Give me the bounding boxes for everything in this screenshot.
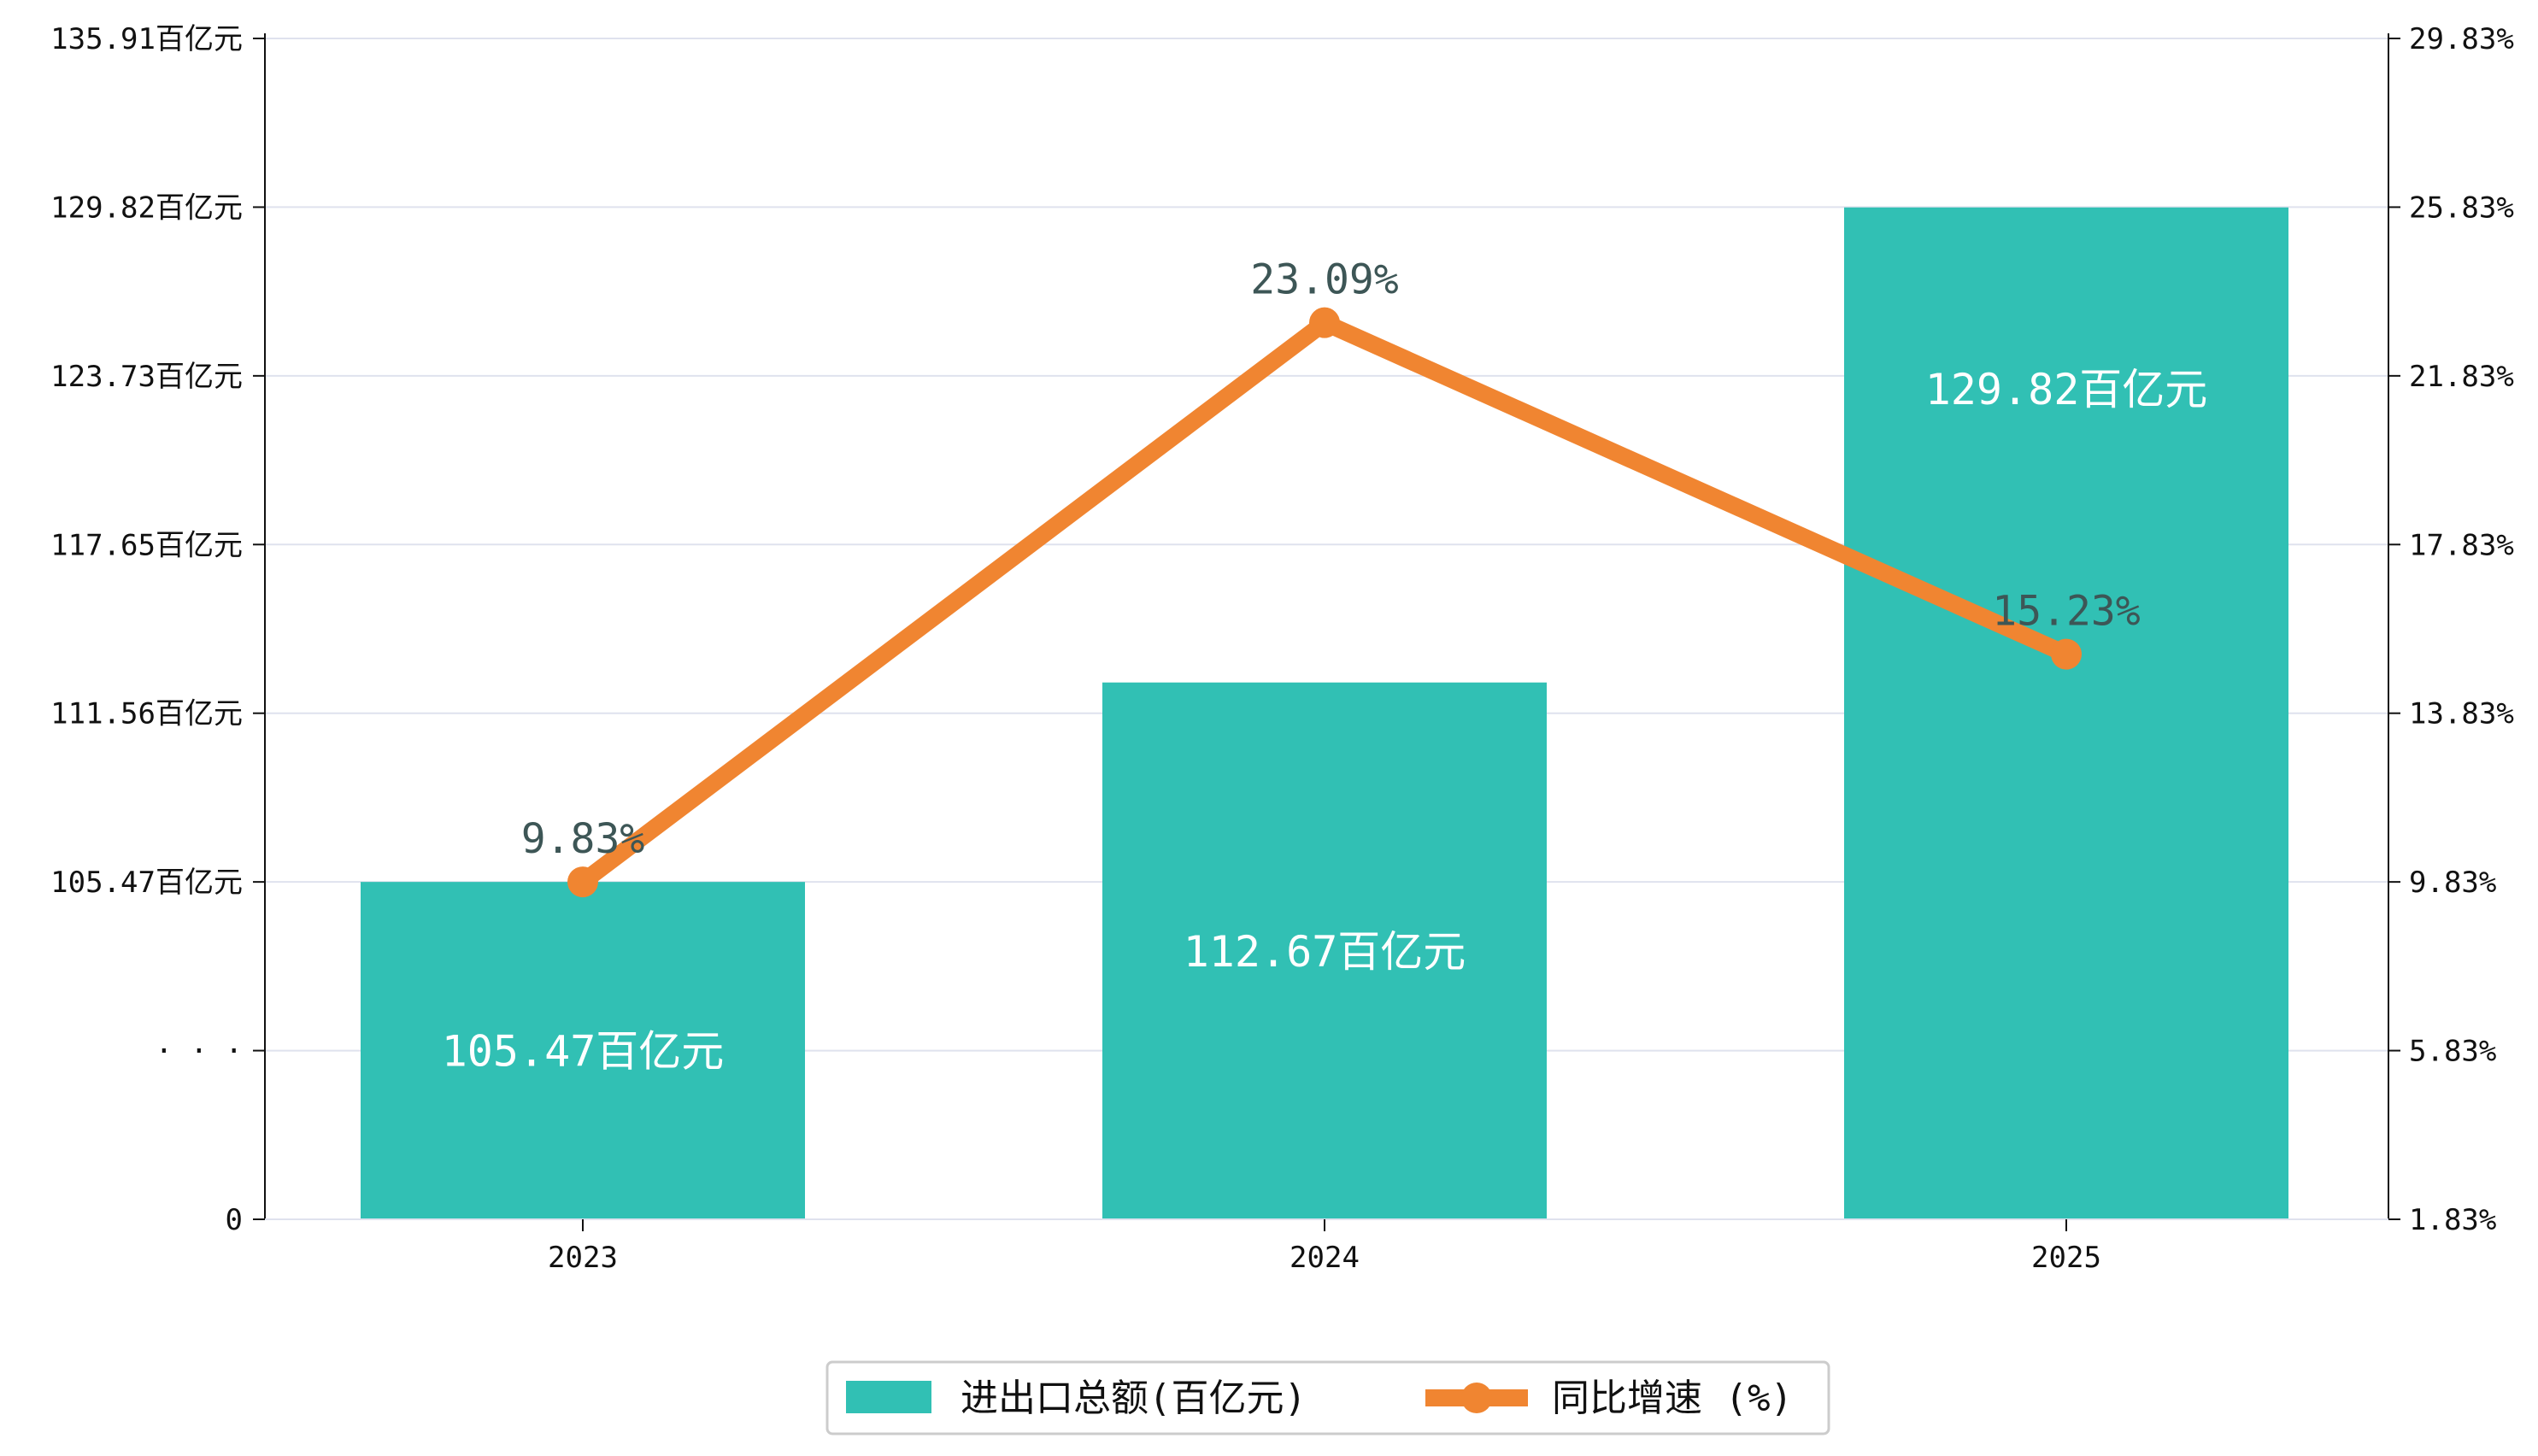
left-tick-label: 135.91百亿元 [50, 22, 243, 56]
axes: 0 · · · 105.47百亿元 111.56百亿元 117.65百亿元 123.73百… [50, 22, 2514, 1275]
bar-2023 [361, 882, 805, 1219]
legend-line-marker [1461, 1383, 1492, 1413]
growth-value-label: 9.83% [521, 815, 645, 863]
legend-line-label: 同比增速 (%) [1552, 1377, 1793, 1420]
growth-point-2025 [2051, 638, 2082, 670]
bar-value-label: 105.47百亿元 [442, 1027, 725, 1077]
right-tick-label: 17.83% [2409, 528, 2514, 562]
line-series [567, 307, 2082, 898]
data-labels: 105.47百亿元 112.67百亿元 129.82百亿元 9.83% 23.09% 15… [442, 256, 2208, 1077]
right-tick-label: 9.83% [2409, 866, 2496, 900]
right-tick-label: 13.83% [2409, 697, 2514, 731]
left-tick-label: 105.47百亿元 [50, 866, 243, 900]
x-tick-label: 2025 [2031, 1241, 2101, 1275]
bar-2025 [1844, 207, 2288, 1219]
bar-2024 [1102, 682, 1547, 1219]
legend-box [825, 1360, 1830, 1435]
bar-series [361, 207, 2288, 1219]
right-tick-label: 1.83% [2409, 1203, 2496, 1237]
left-tick-label: 111.56百亿元 [50, 697, 243, 731]
growth-value-label: 23.09% [1250, 256, 1398, 304]
growth-value-label: 15.23% [1992, 588, 2140, 636]
left-tick-label: 117.65百亿元 [50, 528, 243, 562]
x-tick-label: 2024 [1290, 1241, 1360, 1275]
x-tick-label: 2023 [548, 1241, 618, 1275]
growth-point-2023 [567, 866, 598, 898]
growth-point-2024 [1309, 307, 1340, 338]
right-tick-label: 5.83% [2409, 1035, 2496, 1069]
bar-value-label: 112.67百亿元 [1184, 927, 1466, 977]
left-tick-label: 0 [226, 1203, 243, 1237]
right-tick-label: 21.83% [2409, 360, 2514, 394]
right-tick-label: 25.83% [2409, 191, 2514, 225]
left-tick-label: 123.73百亿元 [50, 360, 243, 394]
right-tick-label: 29.83% [2409, 22, 2514, 56]
bar-value-label: 129.82百亿元 [1925, 365, 2208, 414]
left-tick-label: 129.82百亿元 [50, 191, 243, 225]
left-tick-label: · · · [156, 1035, 243, 1069]
legend: 进出口总额(百亿元) 同比增速 (%) [825, 1360, 1830, 1435]
legend-bar-swatch [846, 1381, 931, 1413]
legend-bar-label: 进出口总额(百亿元) [961, 1377, 1307, 1420]
